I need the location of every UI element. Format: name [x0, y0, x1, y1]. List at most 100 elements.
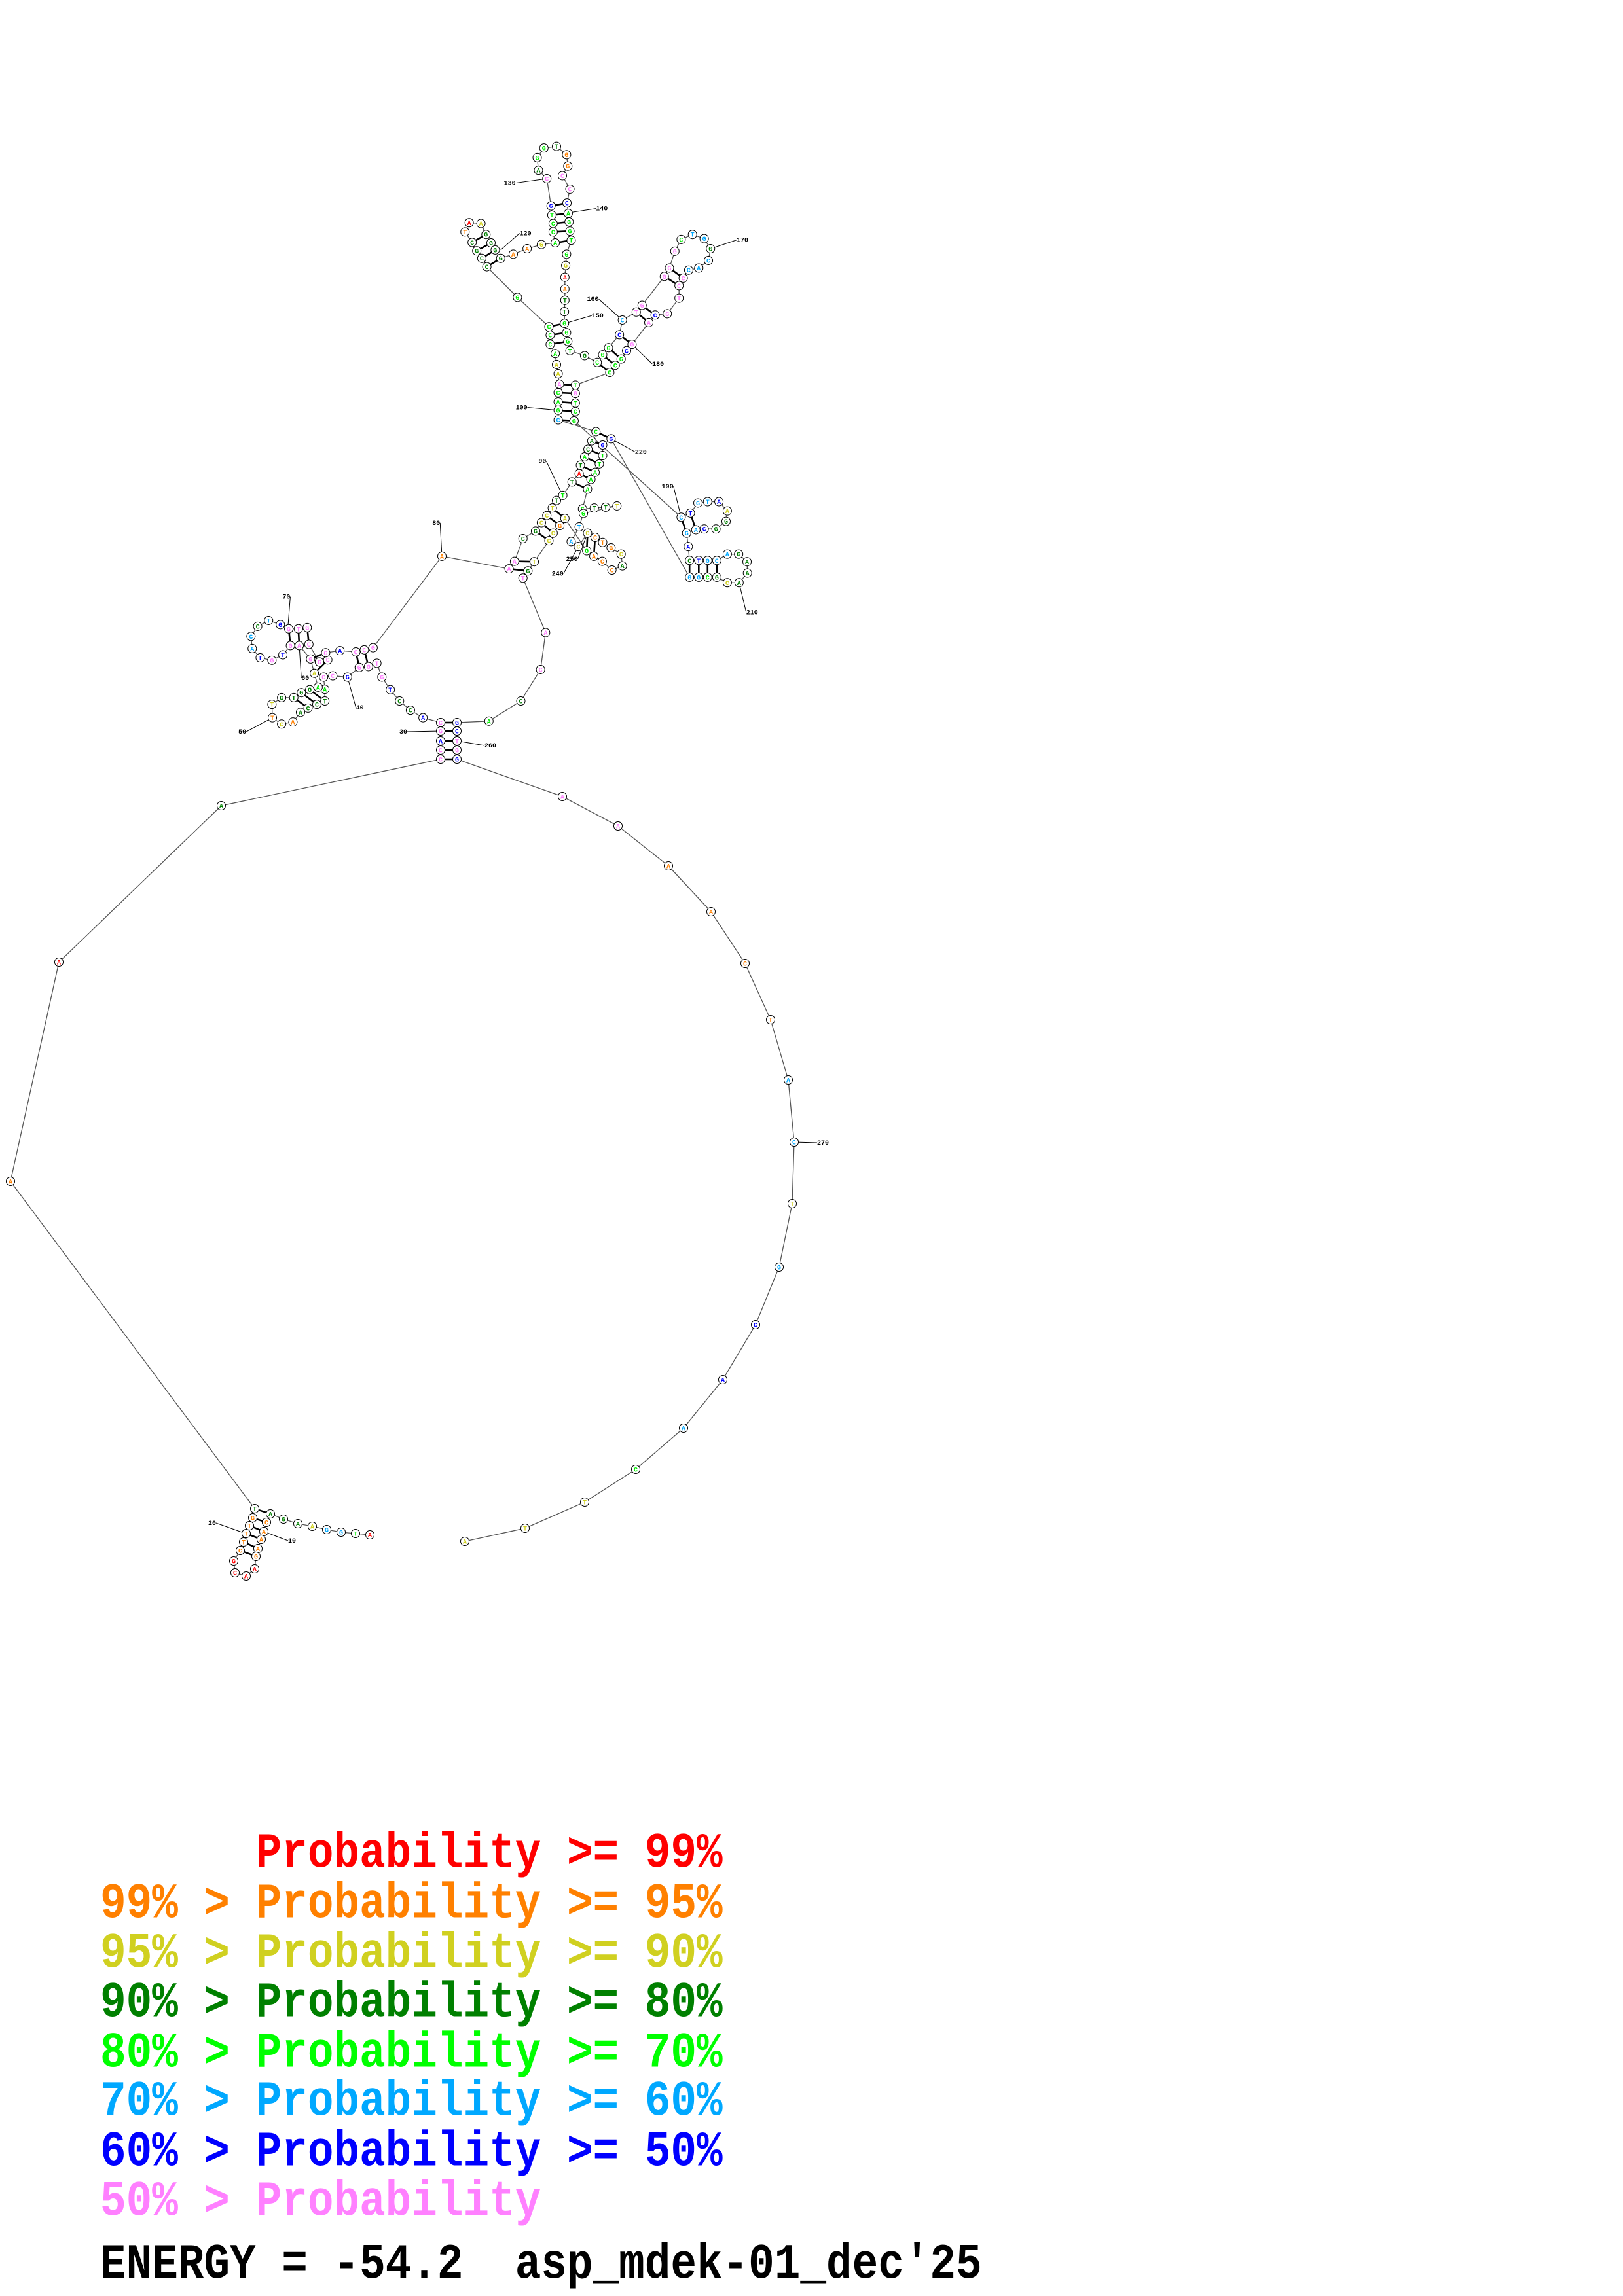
nucleotide: T — [372, 658, 382, 668]
backbone-segment — [788, 1079, 795, 1143]
nucleotide-base: C — [470, 240, 474, 247]
nucleotide: G — [706, 244, 716, 254]
nucleotide: T — [460, 227, 470, 237]
nucleotide-circle — [562, 198, 572, 208]
nucleotide-base: G — [581, 511, 585, 518]
nucleotide: T — [560, 295, 570, 305]
position-label: 260 — [484, 743, 496, 750]
nucleotide-base: A — [585, 487, 589, 494]
nucleotide-circle — [551, 349, 560, 359]
position-label: 220 — [635, 449, 647, 456]
nucleotide-circle — [714, 497, 724, 507]
nucleotide-base: G — [567, 219, 571, 226]
nucleotide: A — [266, 1509, 275, 1519]
nucleotide-base: G — [715, 575, 719, 582]
nucleotide-base: C — [613, 363, 617, 370]
nucleotide-circle — [308, 1522, 317, 1531]
nucleotide-circle — [472, 246, 482, 256]
nucleotide-base: T — [569, 238, 573, 245]
nucleotide-circle — [775, 1263, 784, 1272]
nucleotide-circle — [541, 628, 551, 637]
backbone-segment — [584, 1469, 636, 1503]
nucleotide-base: A — [421, 715, 425, 723]
nucleotide-circle — [676, 234, 686, 244]
nucleotide-circle — [650, 310, 660, 320]
nucleotide-circle — [607, 565, 617, 575]
nucleotide-circle — [734, 549, 744, 559]
nucleotide: C — [405, 706, 415, 715]
base-pair-bond — [258, 1509, 267, 1514]
nucleotide: T — [612, 501, 622, 511]
nucleotide: T — [351, 1529, 360, 1539]
position-label-tick — [572, 208, 596, 213]
nucleotide-circle — [508, 249, 518, 259]
nucleotide: C — [562, 198, 572, 208]
backbone-segment — [574, 420, 682, 518]
nucleotide: G — [481, 230, 491, 240]
nucleotide-base: A — [682, 1426, 685, 1433]
nucleotide: G — [267, 655, 277, 665]
base-pair-bond — [591, 450, 600, 455]
nucleotide-circle — [255, 653, 265, 662]
nucleotide-base: G — [346, 675, 350, 682]
nucleotide: C — [548, 219, 558, 228]
nucleotide-circle — [593, 357, 602, 367]
nucleotide-base: G — [640, 303, 644, 310]
nucleotide-circle — [293, 1519, 302, 1528]
nucleotide-circle — [363, 662, 373, 672]
nucleotide-base: G — [696, 501, 700, 508]
nucleotide: A — [436, 736, 445, 746]
nucleotide-circle — [567, 477, 577, 487]
nucleotide-circle — [694, 263, 704, 273]
nucleotide-circle — [509, 556, 519, 566]
nucleotide-base: T — [281, 653, 285, 660]
nucleotide-base: G — [493, 247, 497, 255]
nucleotide: A — [313, 682, 323, 692]
nucleotide: C — [553, 387, 563, 397]
nucleotide-base: G — [609, 437, 613, 444]
nucleotide-circle — [598, 440, 608, 450]
nucleotide-base: A — [647, 320, 651, 327]
backbone-segment — [562, 796, 619, 827]
nucleotide-circle — [542, 173, 552, 183]
nucleotide: T — [386, 685, 395, 694]
nucleotide: G — [452, 755, 462, 764]
nucleotide-circle — [436, 718, 445, 727]
nucleotide-circle — [580, 1498, 589, 1507]
nucleotide-circle — [790, 1138, 799, 1147]
nucleotide-circle — [482, 262, 492, 272]
nucleotide-circle — [664, 861, 673, 870]
nucleotide: C — [516, 696, 526, 706]
nucleotide: G — [536, 240, 546, 249]
nucleotide: C — [583, 528, 593, 538]
base-pair-bond — [484, 251, 492, 257]
legend-line-below-50: 50% > Probability — [100, 2174, 541, 2231]
nucleotide: A — [335, 646, 345, 656]
nucleotide: T — [574, 522, 584, 532]
nucleotide-circle — [285, 641, 295, 651]
backbone-segment — [10, 961, 60, 1182]
nucleotide-circle — [297, 688, 306, 698]
nucleotide: T — [293, 624, 303, 634]
nucleotide-base: G — [673, 249, 677, 256]
nucleotide: T — [566, 236, 576, 245]
nucleotide: C — [607, 565, 617, 575]
nucleotide-base: C — [621, 317, 625, 325]
nucleotide: G — [616, 354, 626, 364]
nucleotide-circle — [586, 475, 596, 484]
nucleotide-base: A — [253, 1567, 257, 1574]
nucleotide-circle — [616, 549, 626, 559]
nucleotide: G — [539, 143, 549, 153]
nucleotide-circle — [565, 226, 575, 236]
nucleotide-base: A — [553, 351, 557, 359]
base-pair-bond — [538, 533, 546, 539]
nucleotide-circle — [582, 546, 592, 556]
nucleotide: C — [246, 632, 256, 641]
nucleotide-base: T — [574, 383, 577, 390]
nucleotide-circle — [536, 664, 545, 674]
position-label-tick — [215, 1522, 246, 1534]
nucleotide-circle — [569, 416, 579, 425]
position-label: 90 — [538, 459, 546, 466]
nucleotide-circle — [477, 253, 486, 263]
nucleotide: A — [308, 1522, 317, 1532]
